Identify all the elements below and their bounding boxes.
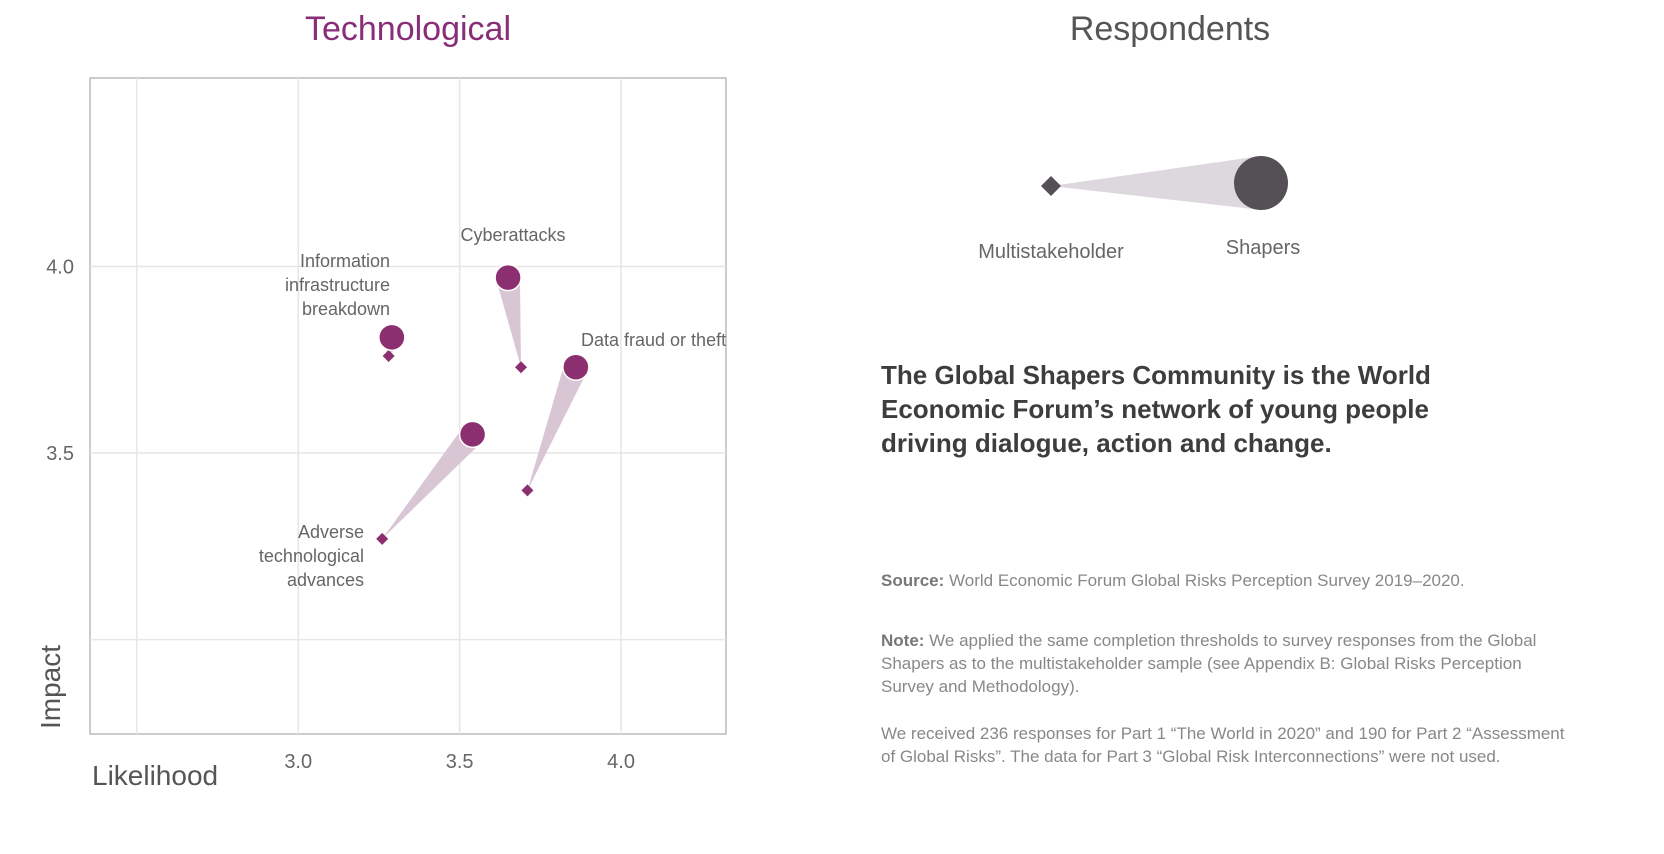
x-tick-label: 3.5: [446, 751, 474, 773]
risk-cone: [496, 275, 521, 368]
y-tick-label: 4.0: [46, 256, 74, 278]
headline: The Global Shapers Community is the Worl…: [881, 360, 1431, 458]
shapers-marker: [562, 353, 590, 381]
shapers-marker: [494, 263, 522, 292]
shapers-marker: [458, 420, 487, 449]
point-label: Adverse technological advances: [259, 522, 364, 590]
risk-cone: [527, 362, 588, 491]
y-axis-label: Impact: [35, 645, 66, 729]
legend-multistakeholder-label: Multistakeholder: [978, 241, 1124, 263]
source-label: Source:: [881, 571, 945, 590]
legend-shapers-icon: [1234, 156, 1288, 210]
point-label: Data fraud or theft: [581, 330, 726, 350]
shapers-marker: [378, 323, 406, 352]
note-label: Note:: [881, 631, 925, 650]
responses-text: We received 236 responses for Part 1 “Th…: [881, 724, 1565, 766]
x-tick-label: 3.0: [284, 751, 312, 773]
source-text: Source: World Economic Forum Global Risk…: [881, 569, 1571, 592]
source-value: World Economic Forum Global Risks Percep…: [944, 571, 1465, 590]
x-tick-label: 4.0: [607, 751, 635, 773]
risk-cone: [382, 426, 482, 539]
multistakeholder-marker: [514, 361, 527, 374]
legend-shapers-label: Shapers: [1226, 237, 1301, 259]
legend-cone: [1051, 156, 1262, 210]
multistakeholder-marker: [376, 532, 389, 545]
point-label: Information infrastructure breakdown: [285, 251, 390, 319]
multistakeholder-marker: [521, 484, 534, 497]
note-value: We applied the same completion threshold…: [881, 631, 1537, 696]
legend-title: Respondents: [1069, 10, 1271, 48]
chart-title: Technological: [304, 10, 512, 48]
y-tick-label: 3.5: [46, 443, 74, 465]
multistakeholder-marker: [382, 349, 395, 362]
note-text: Note: We applied the same completion thr…: [881, 629, 1571, 698]
legend-multistakeholder-icon: [1041, 176, 1061, 196]
point-label: Cyberattacks: [460, 225, 565, 245]
plot-frame: [89, 77, 727, 735]
x-axis-label: Likelihood: [92, 760, 218, 791]
